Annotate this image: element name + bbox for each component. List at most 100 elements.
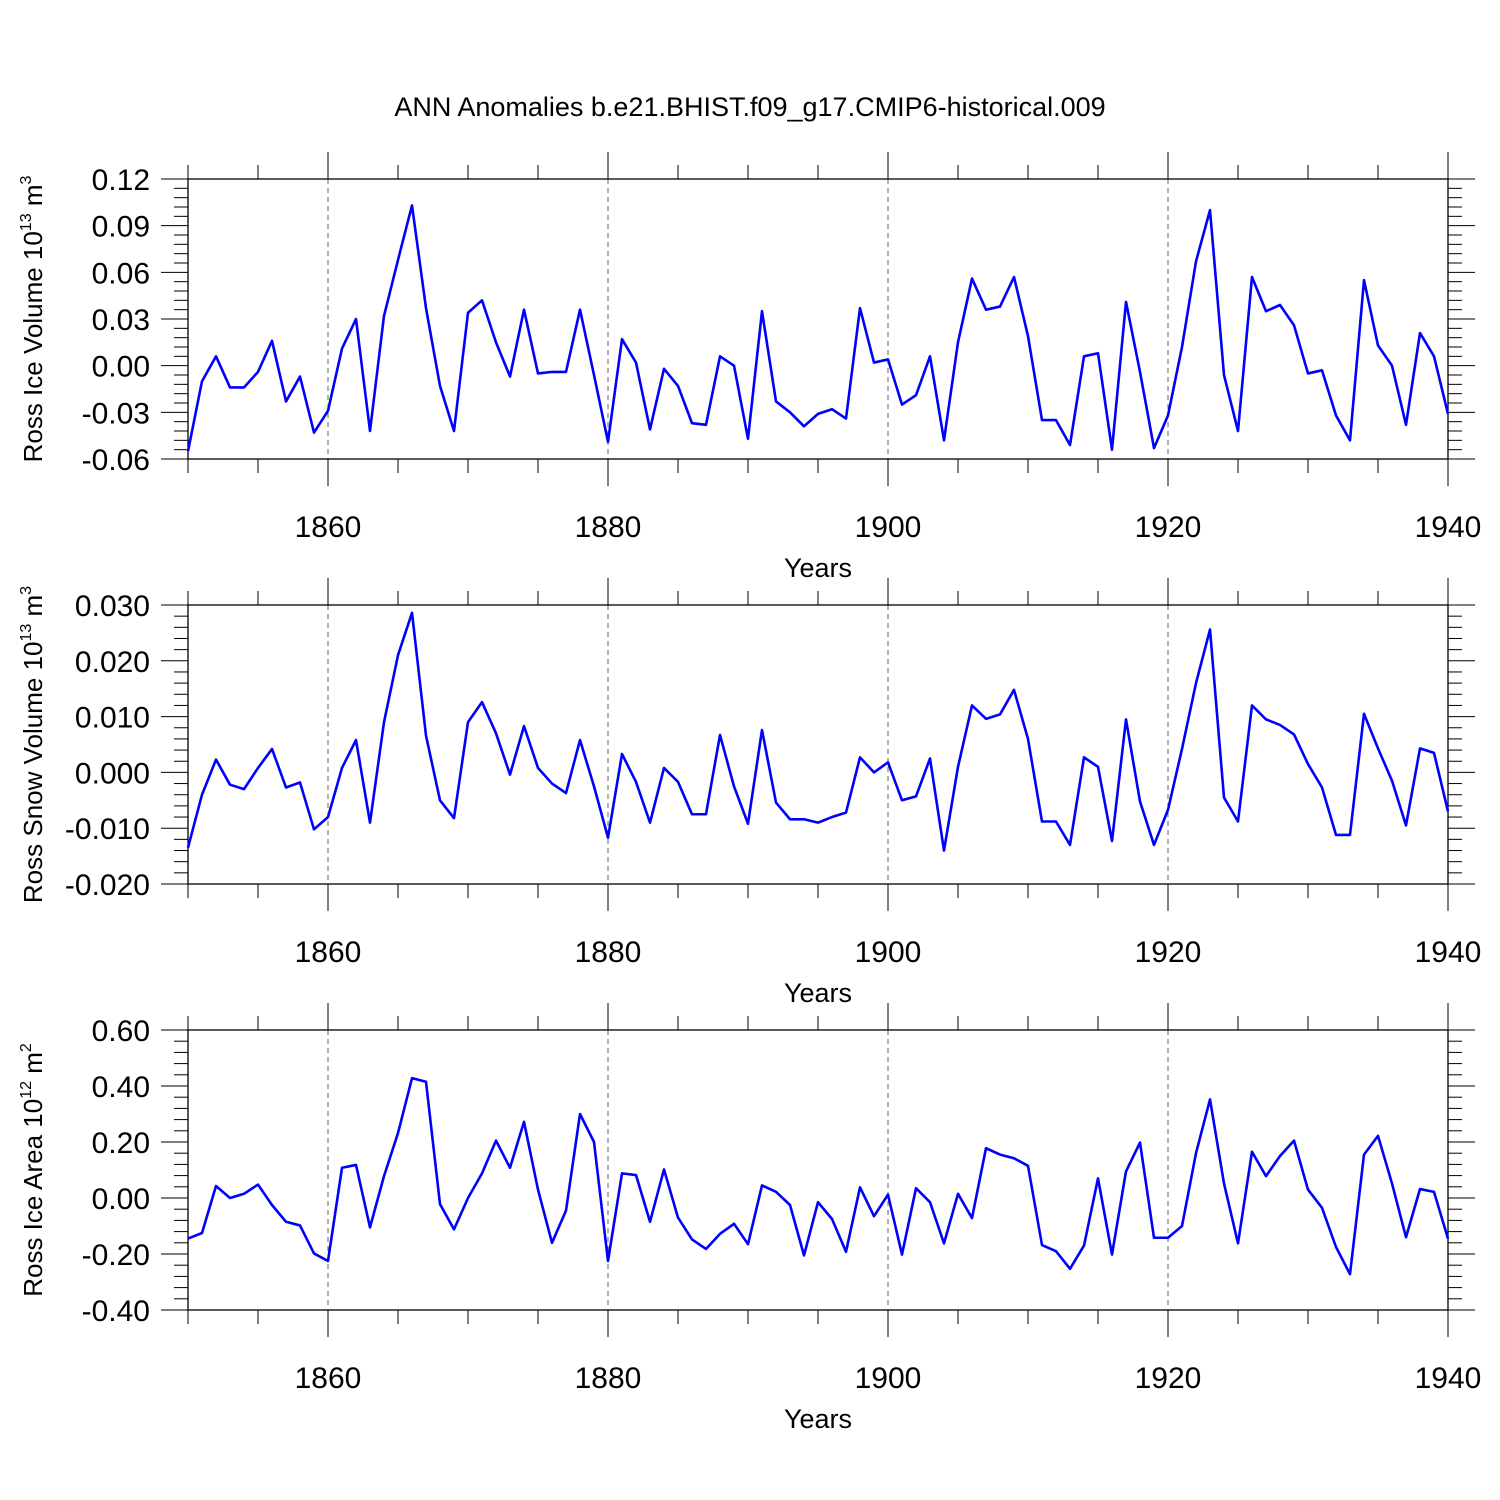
data-point-1890 bbox=[746, 822, 750, 826]
data-point-1875 bbox=[536, 371, 540, 375]
data-point-1911 bbox=[1040, 1243, 1044, 1247]
data-point-1931 bbox=[1320, 785, 1324, 789]
data-point-1910 bbox=[1026, 1164, 1030, 1168]
data-point-1899 bbox=[872, 361, 876, 365]
y-tick-label: 0.12 bbox=[92, 164, 150, 197]
data-point-1890 bbox=[746, 437, 750, 441]
data-point-1864 bbox=[382, 314, 386, 318]
data-point-1924 bbox=[1222, 1181, 1226, 1185]
data-point-1860 bbox=[326, 815, 330, 819]
data-point-1931 bbox=[1320, 1206, 1324, 1210]
data-point-1863 bbox=[368, 1225, 372, 1229]
data-point-1918 bbox=[1138, 370, 1142, 374]
x-tick-label: 1920 bbox=[1135, 511, 1202, 544]
data-point-1891 bbox=[760, 1183, 764, 1187]
data-point-1891 bbox=[760, 309, 764, 313]
data-point-1868 bbox=[438, 1202, 442, 1206]
data-point-1909 bbox=[1012, 1156, 1016, 1160]
data-point-1859 bbox=[312, 431, 316, 435]
data-point-1878 bbox=[578, 738, 582, 742]
x-tick-label: 1900 bbox=[855, 1362, 922, 1395]
data-point-1934 bbox=[1362, 1153, 1366, 1157]
data-point-1862 bbox=[354, 738, 358, 742]
data-point-1898 bbox=[858, 1185, 862, 1189]
data-point-1857 bbox=[284, 399, 288, 403]
data-point-1882 bbox=[634, 1173, 638, 1177]
data-point-1875 bbox=[536, 1188, 540, 1192]
data-point-1886 bbox=[690, 1237, 694, 1241]
data-point-1904 bbox=[942, 1241, 946, 1245]
data-point-1869 bbox=[452, 816, 456, 820]
data-point-1917 bbox=[1124, 717, 1128, 721]
x-tick-label: 1860 bbox=[295, 1362, 362, 1395]
data-point-1910 bbox=[1026, 737, 1030, 741]
data-point-1940 bbox=[1446, 1237, 1450, 1241]
data-point-1922 bbox=[1194, 259, 1198, 263]
data-point-1922 bbox=[1194, 1151, 1198, 1155]
data-point-1881 bbox=[620, 337, 624, 341]
data-point-1909 bbox=[1012, 688, 1016, 692]
data-point-1913 bbox=[1068, 443, 1072, 447]
data-point-1888 bbox=[718, 354, 722, 358]
data-point-1873 bbox=[508, 1166, 512, 1170]
data-point-1854 bbox=[242, 1192, 246, 1196]
data-point-1884 bbox=[662, 367, 666, 371]
y-axis-label-unit: m bbox=[18, 1052, 48, 1081]
data-point-1933 bbox=[1348, 438, 1352, 442]
data-point-1852 bbox=[214, 354, 218, 358]
data-point-1870 bbox=[466, 311, 470, 315]
data-point-1927 bbox=[1264, 1174, 1268, 1178]
data-point-1923 bbox=[1208, 628, 1212, 632]
data-point-1912 bbox=[1054, 418, 1058, 422]
data-point-1934 bbox=[1362, 278, 1366, 282]
data-point-1906 bbox=[970, 703, 974, 707]
x-tick-label: 1920 bbox=[1135, 936, 1202, 969]
data-point-1862 bbox=[354, 317, 358, 321]
x-axis-label: Years bbox=[784, 1404, 852, 1434]
data-point-1935 bbox=[1376, 746, 1380, 750]
x-tick-label: 1880 bbox=[575, 936, 642, 969]
data-point-1884 bbox=[662, 1167, 666, 1171]
data-point-1930 bbox=[1306, 371, 1310, 375]
y-tick-label: 0.09 bbox=[92, 211, 150, 244]
data-point-1889 bbox=[732, 784, 736, 788]
data-point-1933 bbox=[1348, 1272, 1352, 1276]
data-point-1894 bbox=[802, 817, 806, 821]
data-point-1904 bbox=[942, 438, 946, 442]
data-point-1896 bbox=[830, 1217, 834, 1221]
data-point-1874 bbox=[522, 1120, 526, 1124]
data-point-1919 bbox=[1152, 446, 1156, 450]
y-tick-label: -0.020 bbox=[65, 869, 150, 902]
data-point-1907 bbox=[984, 1146, 988, 1150]
data-point-1919 bbox=[1152, 1236, 1156, 1240]
data-point-1925 bbox=[1236, 1241, 1240, 1245]
data-point-1919 bbox=[1152, 843, 1156, 847]
data-point-1860 bbox=[326, 1259, 330, 1263]
y-tick-label: 0.40 bbox=[92, 1071, 150, 1104]
data-point-1902 bbox=[914, 1186, 918, 1190]
data-point-1914 bbox=[1082, 1244, 1086, 1248]
data-point-1900 bbox=[886, 760, 890, 764]
y-axis-label-unit-exponent: 3 bbox=[18, 586, 35, 595]
data-point-1855 bbox=[256, 370, 260, 374]
data-point-1855 bbox=[256, 766, 260, 770]
data-point-1900 bbox=[886, 1193, 890, 1197]
data-point-1856 bbox=[270, 339, 274, 343]
data-point-1879 bbox=[592, 784, 596, 788]
data-point-1927 bbox=[1264, 309, 1268, 313]
data-point-1903 bbox=[928, 756, 932, 760]
data-point-1850 bbox=[186, 846, 190, 850]
data-point-1858 bbox=[298, 1223, 302, 1227]
data-point-1906 bbox=[970, 1216, 974, 1220]
x-tick-label: 1900 bbox=[855, 936, 922, 969]
data-point-1901 bbox=[900, 403, 904, 407]
data-point-1914 bbox=[1082, 354, 1086, 358]
data-point-1913 bbox=[1068, 1267, 1072, 1271]
data-point-1887 bbox=[704, 423, 708, 427]
data-point-1863 bbox=[368, 821, 372, 825]
y-tick-label: 0.06 bbox=[92, 257, 150, 290]
data-point-1886 bbox=[690, 421, 694, 425]
data-point-1875 bbox=[536, 766, 540, 770]
y-axis-label-unit-exponent: 2 bbox=[18, 1043, 35, 1052]
data-point-1853 bbox=[228, 783, 232, 787]
